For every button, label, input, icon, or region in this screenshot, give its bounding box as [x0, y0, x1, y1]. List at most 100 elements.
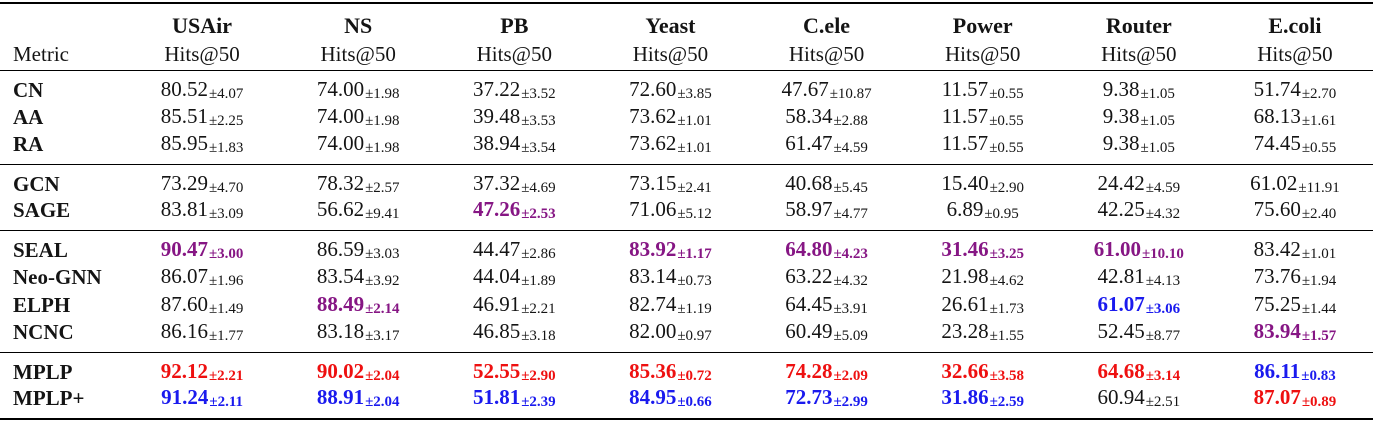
cell-gcn-pb: 37.32±4.69 — [436, 165, 592, 198]
cell-value: 92.12 — [160, 359, 208, 383]
cell-cn-usair: 80.52±4.07 — [124, 71, 280, 104]
cell-value: 75.60 — [1253, 197, 1301, 221]
cell-std: ±1.98 — [365, 140, 400, 156]
cell-ra-yeast: 73.62±1.01 — [592, 131, 748, 165]
cell-std: ±1.57 — [1301, 328, 1337, 344]
cell-mplp-pb: 52.55±2.90 — [436, 353, 592, 386]
header-datasets-row: USAir NS PB Yeast C.ele Power Router E.coli — [0, 3, 1373, 39]
cell-value: 85.95 — [160, 131, 208, 155]
cell-aa-ns: 74.00±1.98 — [280, 103, 436, 131]
cell-value: 42.25 — [1097, 197, 1145, 221]
cell-sage-power: 6.89±0.95 — [905, 197, 1061, 231]
cell-mplp-pb: 51.81±2.39 — [436, 385, 592, 419]
cell-std: ±1.01 — [677, 140, 712, 156]
cell-std: ±3.18 — [521, 328, 556, 344]
cell-cn-power: 11.57±0.55 — [905, 71, 1061, 104]
cell-std: ±2.14 — [365, 301, 400, 317]
cell-value: 52.45 — [1097, 319, 1145, 343]
cell-value: 63.22 — [785, 264, 833, 288]
cell-aa-router: 9.38±1.05 — [1061, 103, 1217, 131]
column-subheader-yeast: Hits@50 — [632, 42, 709, 66]
cell-std: ±3.03 — [365, 246, 400, 262]
cell-value: 56.62 — [316, 197, 365, 221]
cell-value: 73.15 — [629, 171, 677, 195]
column-subheader-router: Hits@50 — [1101, 42, 1177, 66]
cell-mplp-router: 64.68±3.14 — [1061, 353, 1217, 386]
cell-aa-e-coli: 68.13±1.61 — [1217, 103, 1373, 131]
column-header-ns: NS — [344, 13, 373, 38]
cell-value: 83.18 — [316, 319, 365, 343]
cell-value: 46.91 — [472, 292, 521, 316]
table-row-sage: SAGE 83.81±3.09 56.62±9.41 47.26±2.53 71.06±… — [0, 197, 1373, 231]
cell-value: 83.54 — [316, 264, 365, 288]
cell-std: ±2.09 — [833, 368, 868, 384]
cell-value: 64.80 — [785, 237, 833, 261]
cell-elph-c-ele: 64.45±3.91 — [749, 291, 905, 319]
cell-value: 58.97 — [785, 197, 833, 221]
cell-std: ±1.19 — [677, 301, 712, 317]
cell-value: 60.94 — [1097, 385, 1145, 409]
cell-neo-gnn-pb: 44.04±1.89 — [436, 263, 592, 291]
cell-value: 73.62 — [629, 104, 677, 128]
cell-std: ±2.86 — [521, 246, 556, 262]
cell-ncnc-yeast: 82.00±0.97 — [592, 319, 748, 353]
cell-value: 31.46 — [941, 237, 989, 261]
table-row-ncnc: NCNC 86.16±1.77 83.18±3.17 46.85±3.18 82.00±… — [0, 319, 1373, 353]
column-header-usair: USAir — [172, 13, 232, 38]
cell-mplp-yeast: 84.95±0.66 — [592, 385, 748, 419]
cell-gcn-usair: 73.29±4.70 — [124, 165, 280, 198]
table-header: USAir NS PB Yeast C.ele Power Router E.coli Met… — [0, 3, 1373, 71]
column-subheader-power: Hits@50 — [945, 42, 1021, 66]
cell-mplp-yeast: 85.36±0.72 — [592, 353, 748, 386]
cell-std: ±3.54 — [521, 140, 556, 156]
cell-value: 46.85 — [472, 319, 521, 343]
cell-value: 84.95 — [629, 385, 677, 409]
cell-std: ±3.14 — [1145, 368, 1181, 384]
cell-seal-router: 61.00±10.10 — [1061, 231, 1217, 264]
cell-value: 11.57 — [941, 131, 989, 155]
cell-gcn-ns: 78.32±2.57 — [280, 165, 436, 198]
cell-value: 83.14 — [629, 264, 677, 288]
cell-ncnc-router: 52.45±8.77 — [1061, 319, 1217, 353]
row-label-elph: ELPH — [13, 292, 71, 317]
cell-mplp-c-ele: 72.73±2.99 — [749, 385, 905, 419]
cell-std: ±4.32 — [833, 273, 868, 289]
row-label-ra: RA — [13, 131, 44, 156]
cell-std: ±4.62 — [989, 273, 1025, 289]
cell-std: ±0.73 — [677, 273, 712, 289]
column-subheader-ns: Hits@50 — [320, 42, 396, 66]
cell-std: ±2.90 — [521, 368, 556, 384]
column-header-pb: PB — [500, 13, 529, 38]
cell-std: ±5.12 — [677, 206, 712, 222]
column-subheader-c-ele: Hits@50 — [788, 42, 865, 66]
cell-std: ±3.00 — [208, 246, 244, 262]
cell-std: ±2.88 — [833, 113, 868, 129]
cell-std: ±3.09 — [208, 206, 244, 222]
cell-std: ±0.72 — [677, 368, 712, 384]
cell-value: 73.62 — [629, 131, 677, 155]
cell-std: ±1.05 — [1140, 140, 1175, 156]
cell-ncnc-pb: 46.85±3.18 — [436, 319, 592, 353]
cell-std: ±0.97 — [677, 328, 712, 344]
cell-value: 52.55 — [472, 359, 521, 383]
cell-std: ±3.52 — [521, 86, 556, 102]
cell-value: 64.68 — [1097, 359, 1145, 383]
table-group-structural-feature-gnn: SEAL 90.47±3.00 86.59±3.03 44.47±2.86 83.92±… — [0, 230, 1373, 353]
cell-cn-e-coli: 51.74±2.70 — [1217, 71, 1373, 104]
cell-mplp-power: 31.86±2.59 — [905, 385, 1061, 419]
cell-std: ±2.25 — [208, 113, 244, 129]
row-label-sage: SAGE — [13, 197, 71, 222]
cell-value: 82.00 — [629, 319, 677, 343]
table-row-aa: AA 85.51±2.25 74.00±1.98 39.48±3.53 73.62±1.… — [0, 103, 1373, 131]
cell-value: 44.04 — [472, 264, 521, 288]
column-header-e-coli: E.coli — [1268, 13, 1322, 38]
cell-mplp-ns: 90.02±2.04 — [280, 353, 436, 386]
cell-mplp-ns: 88.91±2.04 — [280, 385, 436, 419]
cell-std: ±4.59 — [833, 140, 868, 156]
cell-neo-gnn-power: 21.98±4.62 — [905, 263, 1061, 291]
cell-ncnc-e-coli: 83.94±1.57 — [1217, 319, 1373, 353]
cell-seal-yeast: 83.92±1.17 — [592, 231, 748, 264]
cell-std: ±2.11 — [209, 394, 244, 410]
cell-std: ±1.17 — [677, 246, 712, 262]
table-row-seal: SEAL 90.47±3.00 86.59±3.03 44.47±2.86 83.92±… — [0, 231, 1373, 264]
